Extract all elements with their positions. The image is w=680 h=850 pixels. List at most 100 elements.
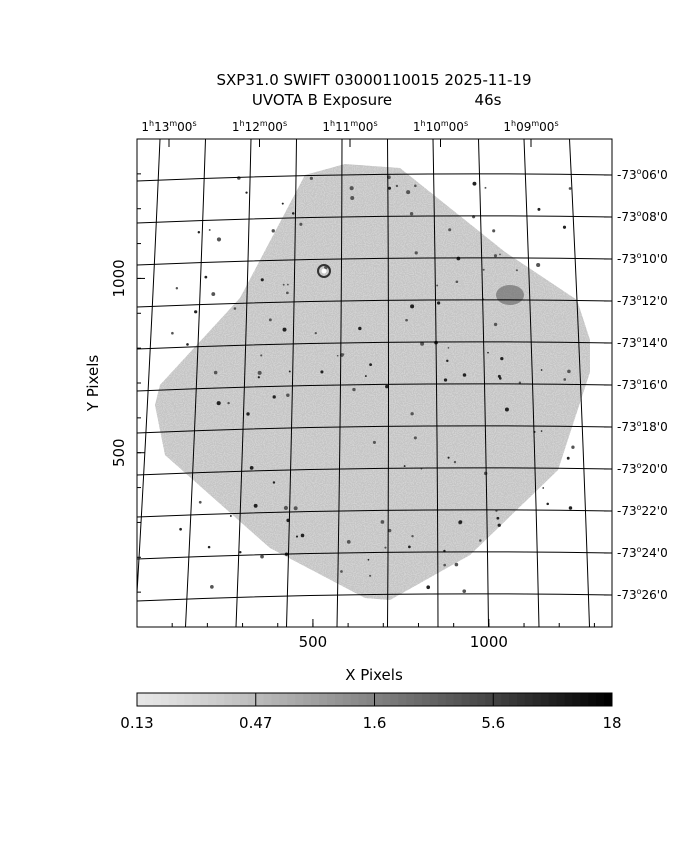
dec-grid-line [137,551,612,560]
source-dot [349,186,354,191]
colorbar-cell [192,693,201,706]
source-dot [563,378,567,381]
colorbar-cell [224,693,233,706]
y-tick-label: 500 [110,438,128,467]
dec-grid-line [137,383,612,392]
source-dot [358,326,362,331]
ra-grid-line [523,139,540,627]
source-dot [293,506,298,511]
y-axis: 500 1000 [110,173,145,593]
dec-grid-line [137,173,612,182]
source-dot [260,554,264,559]
colorbar-cell [303,693,312,706]
colorbar-cell [453,693,463,706]
source-dot [245,191,248,194]
colorbar-cell [414,693,423,706]
source-dot [395,184,399,188]
source-dot [446,359,449,363]
dec-tick-label: -73o26'0 [617,587,668,602]
source-dot [342,353,345,356]
colorbar-cell [319,693,328,706]
colorbar-cell [160,693,170,706]
colorbar-cell [342,693,352,706]
source-dot [436,301,441,305]
x-axis-label: X Pixels [345,666,403,684]
source-dot [411,534,414,538]
source-dot [283,505,288,511]
source-dot [540,369,543,371]
colorbar-cell [517,693,526,706]
colorbar-cell [168,693,178,706]
colorbar-cell [556,693,565,706]
source-dot [403,465,406,467]
source-dot [288,370,291,373]
source-dot [249,465,254,470]
source-dot [546,502,549,506]
dec-tick-label: -73o20'0 [617,461,668,476]
dec-axis-right: -73o06'0 -73o08'0 -73o10'0 -73o12'0 -73o14'0… [604,167,668,602]
source-dot [367,558,370,561]
source-dot [309,176,313,180]
source-dot [186,343,189,346]
colorbar-cell [501,693,510,706]
source-dot [567,369,571,374]
source-dot [352,387,356,392]
exposure-field [155,164,590,600]
source-dot [484,186,487,189]
source-dot [387,186,392,190]
source-dot [350,195,355,200]
colorbar-cell [137,693,146,706]
source-dot [518,381,522,384]
source-dot [239,551,242,554]
source-dot [447,456,450,459]
colorbar-cell [374,693,383,706]
colorbar-cell [263,693,273,706]
source-dot [346,539,351,544]
source-dot [204,275,208,279]
extended-source [496,285,524,305]
colorbar-cell [532,693,542,706]
source-dot [257,376,260,379]
dec-tick-label: -73o24'0 [617,545,668,560]
source-dot [320,370,324,374]
ra-tick-label: 1h11m00s [322,119,377,134]
source-dot [179,527,182,531]
dec-tick-label: -73o14'0 [617,335,668,350]
colorbar-cell [295,693,304,706]
source-dot [537,207,541,211]
colorbar-cell [572,693,581,706]
source-dot [462,589,467,593]
source-dot [408,545,411,549]
dec-tick-label: -73o10'0 [617,251,668,266]
ra-grid-line [336,139,343,627]
source-dot [487,351,489,354]
source-dot [197,231,201,234]
colorbar-cell [548,693,558,706]
dec-grid-line [137,341,612,350]
source-dot [472,181,477,186]
colorbar-label: 0.13 [120,714,153,732]
source-dot [286,291,289,295]
source-dot [455,280,459,284]
source-dot [409,211,414,216]
source-dot [208,229,211,231]
source-dot [443,563,447,567]
ra-axis-top: 1h13m00s 1h12m00s 1h11m00s 1h10m00s 1h09m00s [141,119,559,147]
source-dot [246,412,250,416]
ra-tick-label: 1h10m00s [413,119,468,134]
source-dot [384,546,387,549]
ra-grid-line [569,139,590,627]
colorbar-cell [485,693,494,706]
source-dot [194,310,198,314]
source-dot [295,535,299,538]
source-dot [216,401,221,406]
colorbar-cell [445,693,455,706]
source-dot [462,373,467,377]
source-dot [237,176,241,180]
colorbar-cell [580,693,589,706]
colorbar-cell [406,693,415,706]
colorbar-cell [390,693,399,706]
source-dot [369,574,372,577]
ra-tick-label: 1h13m00s [141,119,196,134]
colorbar-cell [493,693,502,706]
